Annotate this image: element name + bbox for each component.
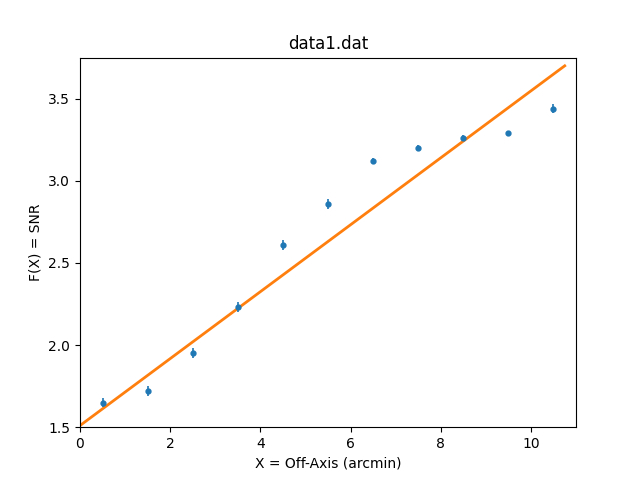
Y-axis label: F(X) = SNR: F(X) = SNR (29, 204, 43, 281)
Title: data1.dat: data1.dat (288, 35, 368, 53)
X-axis label: X = Off-Axis (arcmin): X = Off-Axis (arcmin) (255, 456, 401, 470)
